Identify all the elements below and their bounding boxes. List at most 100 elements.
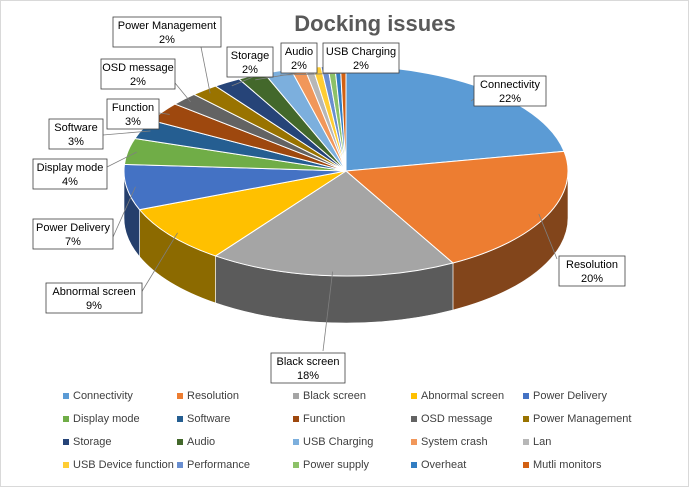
data-label-box <box>32 218 114 250</box>
legend-item-power-supply: Power supply <box>293 459 370 471</box>
data-label-name: USB Charging <box>326 46 396 58</box>
legend-item-software: Software <box>177 413 230 425</box>
legend-swatch <box>177 462 183 468</box>
leader-line-storage <box>231 76 254 87</box>
data-label-connectivity: Connectivity 22% <box>473 75 547 107</box>
leader-line-display-mode <box>106 151 137 168</box>
data-label-box <box>32 158 108 190</box>
legend-label: Audio <box>187 436 215 448</box>
data-label-box <box>558 255 626 287</box>
data-label-name: Abnormal screen <box>52 286 135 298</box>
data-label-value: 2% <box>353 60 369 72</box>
data-label-name: Connectivity <box>480 79 540 91</box>
data-label-name: Resolution <box>566 259 618 271</box>
legend-item-connectivity: Connectivity <box>63 390 133 402</box>
legend-item-osd-message: OSD message <box>411 413 493 425</box>
legend-label: Lan <box>533 436 551 448</box>
legend-item-mutli-monitors: Mutli monitors <box>523 459 602 471</box>
legend-item-resolution: Resolution <box>177 390 239 402</box>
legend-swatch <box>523 393 529 399</box>
legend-label: System crash <box>421 436 488 448</box>
data-label-function: Function 3% <box>106 98 160 130</box>
data-label-display-mode: Display mode 4% <box>32 158 108 190</box>
legend-label: USB Device function <box>73 459 174 471</box>
data-label-box <box>48 118 104 150</box>
data-label-value: 18% <box>297 370 319 382</box>
data-label-name: Software <box>54 122 97 134</box>
data-label-box <box>226 46 274 78</box>
legend-item-audio: Audio <box>177 436 215 448</box>
legend-item-performance: Performance <box>177 459 250 471</box>
legend-item-overheat: Overheat <box>411 459 466 471</box>
legend-swatch <box>177 439 183 445</box>
pie-slice-resolution <box>344 150 569 264</box>
data-labels: Connectivity 22% Resolution 20% Black screen… <box>32 16 626 384</box>
data-label-box <box>280 42 318 74</box>
legend-label: Display mode <box>73 413 140 425</box>
legend-swatch <box>63 416 69 422</box>
legend-item-lan: Lan <box>523 436 551 448</box>
leader-line-function <box>158 112 170 115</box>
legend-item-function: Function <box>293 413 345 425</box>
legend-swatch <box>63 439 69 445</box>
leader-line-power-management <box>200 46 211 94</box>
legend-swatch <box>411 462 417 468</box>
legend-swatch <box>411 439 417 445</box>
leader-line-resolution <box>538 213 558 260</box>
legend-label: Connectivity <box>73 390 133 402</box>
data-label-name: Display mode <box>37 162 104 174</box>
leader-line-software <box>102 130 151 136</box>
leader-line-power-delivery <box>112 186 136 238</box>
legend-item-black-screen: Black screen <box>293 390 366 402</box>
leader-line-black-screen <box>322 271 334 352</box>
legend-label: Power supply <box>303 459 370 471</box>
data-label-name: Storage <box>231 50 270 62</box>
data-label-value: 2% <box>159 34 175 46</box>
data-label-abnormal-screen: Abnormal screen 9% <box>45 282 143 314</box>
legend-swatch <box>293 416 299 422</box>
data-label-osd-message: OSD message 2% <box>100 58 176 90</box>
data-label-box <box>106 98 160 130</box>
data-label-box <box>112 16 222 48</box>
data-label-name: Function <box>112 102 154 114</box>
legend-label: Power Delivery <box>533 390 607 402</box>
data-label-value: 9% <box>86 300 102 312</box>
legend-swatch <box>523 439 529 445</box>
data-label-power-delivery: Power Delivery 7% <box>32 218 114 250</box>
legend-item-power-management: Power Management <box>523 413 631 425</box>
legend-swatch <box>411 416 417 422</box>
data-label-name: OSD message <box>102 62 174 74</box>
legend-swatch <box>293 439 299 445</box>
legend-label: Storage <box>73 436 112 448</box>
legend-label: Power Management <box>533 413 631 425</box>
legend-swatch <box>177 393 183 399</box>
data-label-audio: Audio 2% <box>280 42 318 74</box>
legend: Connectivity Resolution Black screen Abnorm… <box>63 390 631 471</box>
data-label-value: 2% <box>130 76 146 88</box>
data-label-value: 4% <box>62 176 78 188</box>
data-label-black-screen: Black screen 18% <box>270 352 346 384</box>
data-label-value: 2% <box>291 60 307 72</box>
legend-swatch <box>63 393 69 399</box>
legend-item-abnormal-screen: Abnormal screen <box>411 390 504 402</box>
legend-swatch <box>293 462 299 468</box>
data-label-value: 3% <box>68 136 84 148</box>
data-label-usb-charging: USB Charging 2% <box>322 42 400 74</box>
legend-swatch <box>293 393 299 399</box>
data-label-software: Software 3% <box>48 118 104 150</box>
legend-swatch <box>63 462 69 468</box>
data-label-name: Audio <box>285 46 313 58</box>
leader-line-audio <box>255 72 298 81</box>
legend-label: Function <box>303 413 345 425</box>
legend-swatch <box>177 416 183 422</box>
legend-item-usb-device-function: USB Device function <box>63 459 174 471</box>
leader-line-osd-message <box>174 82 191 103</box>
data-label-box <box>100 58 176 90</box>
leader-line-abnormal-screen <box>140 232 178 294</box>
legend-item-usb-charging: USB Charging <box>293 436 373 448</box>
legend-item-system-crash: System crash <box>411 436 488 448</box>
legend-label: OSD message <box>421 413 493 425</box>
legend-swatch <box>523 462 529 468</box>
